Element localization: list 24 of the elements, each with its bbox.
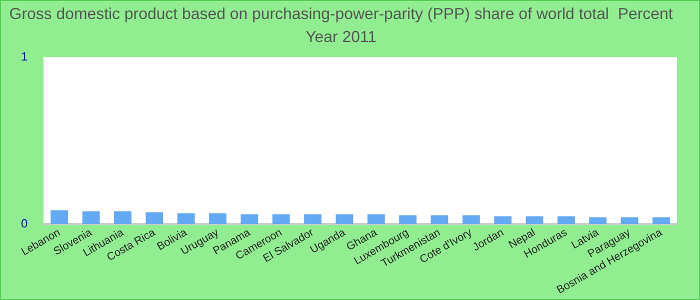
bar [620,217,638,224]
bar [177,213,195,224]
bar [430,215,448,224]
bar [557,216,575,224]
bar [652,217,670,224]
bar [240,214,258,224]
bar [146,212,164,224]
y-tick-label: 1 [20,49,28,64]
bar [367,214,385,224]
chart-title: Gross domestic product based on purchasing-power-parity (PPP) share of world total Percent [9,6,674,23]
bar [304,214,322,224]
bar [462,215,480,224]
bar [272,214,290,224]
bar [114,211,132,224]
bar [589,217,607,224]
bar [82,211,100,224]
bar [494,216,512,224]
chart-subtitle: Year 2011 [306,28,377,46]
bar [336,214,354,224]
bar [209,213,226,224]
bar [526,216,544,224]
bar [50,210,68,224]
bar [399,215,417,224]
y-tick-label: 0 [20,216,28,230]
